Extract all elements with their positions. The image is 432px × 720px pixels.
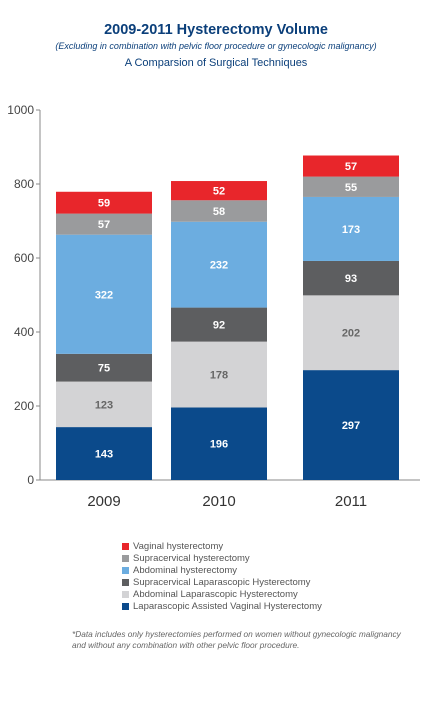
data-label: 58	[213, 206, 225, 218]
footnote: *Data includes only hysterectomies perfo…	[72, 629, 401, 650]
data-label: 232	[210, 260, 228, 272]
data-label: 52	[213, 186, 225, 198]
bar-segment	[56, 213, 152, 235]
stacked-bar-chart: 0 200 400 600 800 1000 143 123 75 322 57 59 2009 196 1…	[7, 103, 420, 510]
data-label: 202	[342, 328, 360, 340]
x-tick-label: 2009	[87, 493, 120, 510]
bar-segment	[303, 176, 399, 197]
y-tick-label: 0	[27, 473, 34, 487]
bar-segment	[56, 353, 152, 382]
data-label: 322	[95, 289, 113, 301]
y-tick-label: 1000	[7, 103, 34, 117]
bar-segment	[171, 200, 267, 222]
chart-subtitle: (Excluding in combination with pelvic fl…	[55, 41, 377, 51]
bar-segment	[171, 181, 267, 201]
bar-segment	[303, 196, 399, 261]
chart-title: 2009-2011 Hysterectomy Volume	[104, 22, 328, 38]
bar-segment	[56, 234, 152, 354]
bar-segment	[56, 381, 152, 428]
data-label: 297	[342, 420, 360, 432]
data-label: 57	[345, 161, 357, 173]
chart-legend: Vaginal hysterectomy Supracervical hyster…	[122, 540, 322, 612]
x-tick-label: 2011	[335, 493, 367, 510]
bar-segment	[303, 370, 399, 480]
legend-item: Supracervical Laparascopic Hysterectomy	[122, 576, 322, 588]
bar-segment	[171, 341, 267, 408]
bar-segment	[56, 191, 152, 214]
data-label: 178	[210, 370, 228, 382]
legend-label: Abdominal Laparascopic Hysterectomy	[133, 588, 298, 600]
bar-segment	[303, 295, 399, 371]
legend-item: Supracervical hysterectomy	[122, 552, 322, 564]
legend-item: Abdominal hysterectomy	[122, 564, 322, 576]
bar-segment	[171, 407, 267, 480]
data-label: 93	[345, 273, 357, 285]
legend-label: Laparascopic Assisted Vaginal Hysterecto…	[133, 600, 322, 612]
data-label: 173	[342, 224, 360, 236]
data-label: 57	[98, 219, 110, 231]
legend-swatch	[122, 590, 129, 598]
bar-segment	[56, 427, 152, 480]
bar-segment	[171, 307, 267, 342]
legend-item: Vaginal hysterectomy	[122, 540, 322, 552]
y-tick-label: 600	[14, 251, 34, 265]
legend-swatch	[122, 542, 129, 550]
legend-swatch	[122, 554, 129, 562]
y-tick-label: 200	[14, 399, 34, 413]
legend-item: Laparascopic Assisted Vaginal Hysterecto…	[122, 600, 322, 612]
data-label: 75	[98, 363, 110, 375]
legend-label: Supracervical hysterectomy	[133, 552, 250, 564]
data-label: 143	[95, 449, 113, 461]
data-label: 92	[213, 320, 225, 332]
legend-item: Abdominal Laparascopic Hysterectomy	[122, 588, 322, 600]
data-label: 55	[345, 182, 357, 194]
y-tick-label: 400	[14, 325, 34, 339]
legend-label: Abdominal hysterectomy	[133, 564, 238, 576]
bar-segment	[303, 155, 399, 177]
data-label: 123	[95, 399, 113, 411]
legend-label: Vaginal hysterectomy	[133, 540, 224, 552]
legend-swatch	[122, 578, 129, 586]
legend-swatch	[122, 566, 129, 574]
x-tick-label: 2010	[202, 493, 235, 510]
bar-segment	[171, 221, 267, 308]
data-label: 59	[98, 198, 110, 210]
legend-label: Supracervical Laparascopic Hysterectomy	[133, 576, 311, 588]
chart-subtitle-secondary: A Comparsion of Surgical Techniques	[124, 57, 308, 69]
legend-swatch	[122, 602, 129, 610]
bar-segment	[303, 260, 399, 296]
y-tick-label: 800	[14, 177, 34, 191]
data-label: 196	[210, 439, 228, 451]
